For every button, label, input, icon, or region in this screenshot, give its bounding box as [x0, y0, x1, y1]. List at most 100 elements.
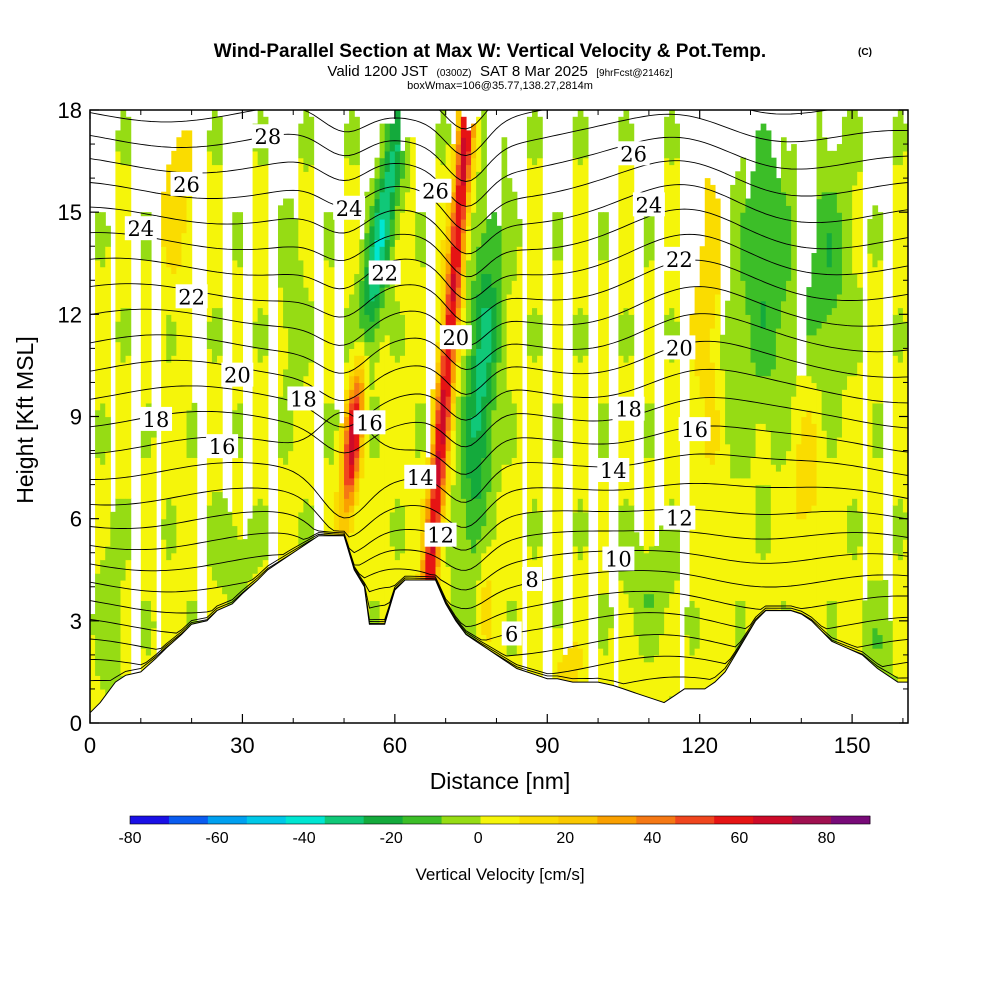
velocity-cell [105, 246, 111, 418]
velocity-cell [674, 348, 680, 506]
velocity-cell [354, 470, 360, 479]
velocity-cell [694, 287, 701, 377]
velocity-cell [125, 355, 132, 499]
velocity-cell [755, 130, 762, 377]
velocity-cell [150, 436, 157, 622]
velocity-cell [399, 314, 406, 356]
velocity-cell [816, 327, 823, 390]
velocity-cell [425, 498, 432, 520]
contour-label: 10 [602, 546, 635, 572]
velocity-cell [450, 484, 457, 615]
velocity-cell [435, 341, 442, 363]
velocity-cell [176, 137, 183, 268]
velocity-cell [831, 457, 838, 601]
velocity-cell [572, 157, 579, 315]
velocity-cell [100, 559, 106, 690]
velocity-cell [877, 259, 884, 404]
velocity-cell [775, 178, 782, 329]
velocity-cell [354, 457, 360, 472]
velocity-cell [628, 314, 635, 356]
velocity-cell [892, 116, 899, 166]
velocity-cell [344, 157, 350, 309]
contour-label-text: 20 [666, 336, 693, 360]
velocity-cell [455, 341, 462, 363]
velocity-cell [440, 389, 447, 445]
velocity-cell [481, 110, 487, 234]
velocity-cell [628, 123, 635, 159]
velocity-cell [471, 178, 477, 213]
velocity-cell [770, 368, 777, 465]
velocity-cell [577, 559, 584, 649]
contour-label: 26 [170, 171, 203, 197]
colorbar-tick-label: -80 [118, 830, 141, 847]
velocity-cell [486, 579, 492, 642]
velocity-cell [831, 191, 838, 309]
velocity-cell [877, 634, 884, 649]
velocity-cell [714, 198, 721, 295]
velocity-cell [445, 416, 452, 431]
velocity-cell [394, 205, 401, 241]
velocity-cell [598, 402, 604, 458]
velocity-cell [277, 457, 284, 601]
velocity-cell [166, 559, 172, 697]
velocity-cell [689, 600, 696, 656]
velocity-cell [638, 545, 645, 656]
velocity-cell [211, 110, 218, 166]
velocity-cell [328, 266, 335, 404]
velocity-cell [171, 150, 177, 275]
velocity-cell [643, 402, 650, 458]
velocity-cell [765, 130, 772, 377]
contour-label-text: 18 [143, 408, 170, 432]
velocity-cell [455, 184, 462, 268]
velocity-cell [623, 593, 630, 697]
velocity-cell [526, 314, 533, 356]
velocity-cell [161, 246, 167, 520]
theta-contour-line [90, 535, 908, 610]
velocity-cell [603, 212, 609, 261]
velocity-cell [344, 402, 350, 418]
x-tick-label: 150 [834, 733, 871, 758]
velocity-cell [618, 355, 625, 506]
velocity-cell [206, 150, 213, 322]
velocity-cell [725, 300, 731, 445]
velocity-cell [491, 409, 498, 540]
velocity-cell [486, 218, 492, 275]
velocity-cell [511, 402, 518, 458]
velocity-cell [399, 505, 406, 554]
velocity-cell [460, 355, 467, 397]
velocity-cell [298, 511, 304, 547]
velocity-cell [826, 314, 833, 458]
velocity-cell [399, 212, 406, 315]
velocity-cell [171, 355, 177, 506]
contour-label: 24 [632, 192, 665, 217]
contour-label: 14 [597, 457, 630, 483]
velocity-cell [354, 116, 360, 166]
velocity-cell [222, 498, 228, 595]
velocity-cell [821, 321, 828, 431]
velocity-cell [801, 375, 807, 418]
velocity-cell [603, 593, 609, 656]
velocity-cell [369, 225, 376, 247]
velocity-cell [450, 144, 457, 179]
colorbar-tick-label: 40 [643, 830, 661, 847]
velocity-cell [476, 171, 482, 247]
velocity-cell [140, 409, 147, 458]
velocity-cell [105, 225, 111, 247]
velocity-cell [577, 110, 584, 166]
velocity-cell [674, 579, 680, 704]
contour-label-text: 24 [127, 217, 154, 241]
velocity-cell [618, 157, 625, 315]
velocity-cell [283, 198, 289, 329]
velocity-cell [435, 362, 442, 384]
velocity-cell [435, 409, 442, 424]
contour-label: 14 [404, 464, 437, 490]
velocity-cell [674, 157, 680, 322]
velocity-cell [852, 375, 858, 499]
velocity-cell [349, 402, 355, 411]
velocity-cell [217, 307, 223, 356]
velocity-cell [125, 559, 132, 690]
velocity-cell [476, 246, 482, 295]
velocity-cell [211, 491, 218, 581]
velocity-cell [465, 191, 472, 213]
velocity-cell [166, 314, 172, 363]
